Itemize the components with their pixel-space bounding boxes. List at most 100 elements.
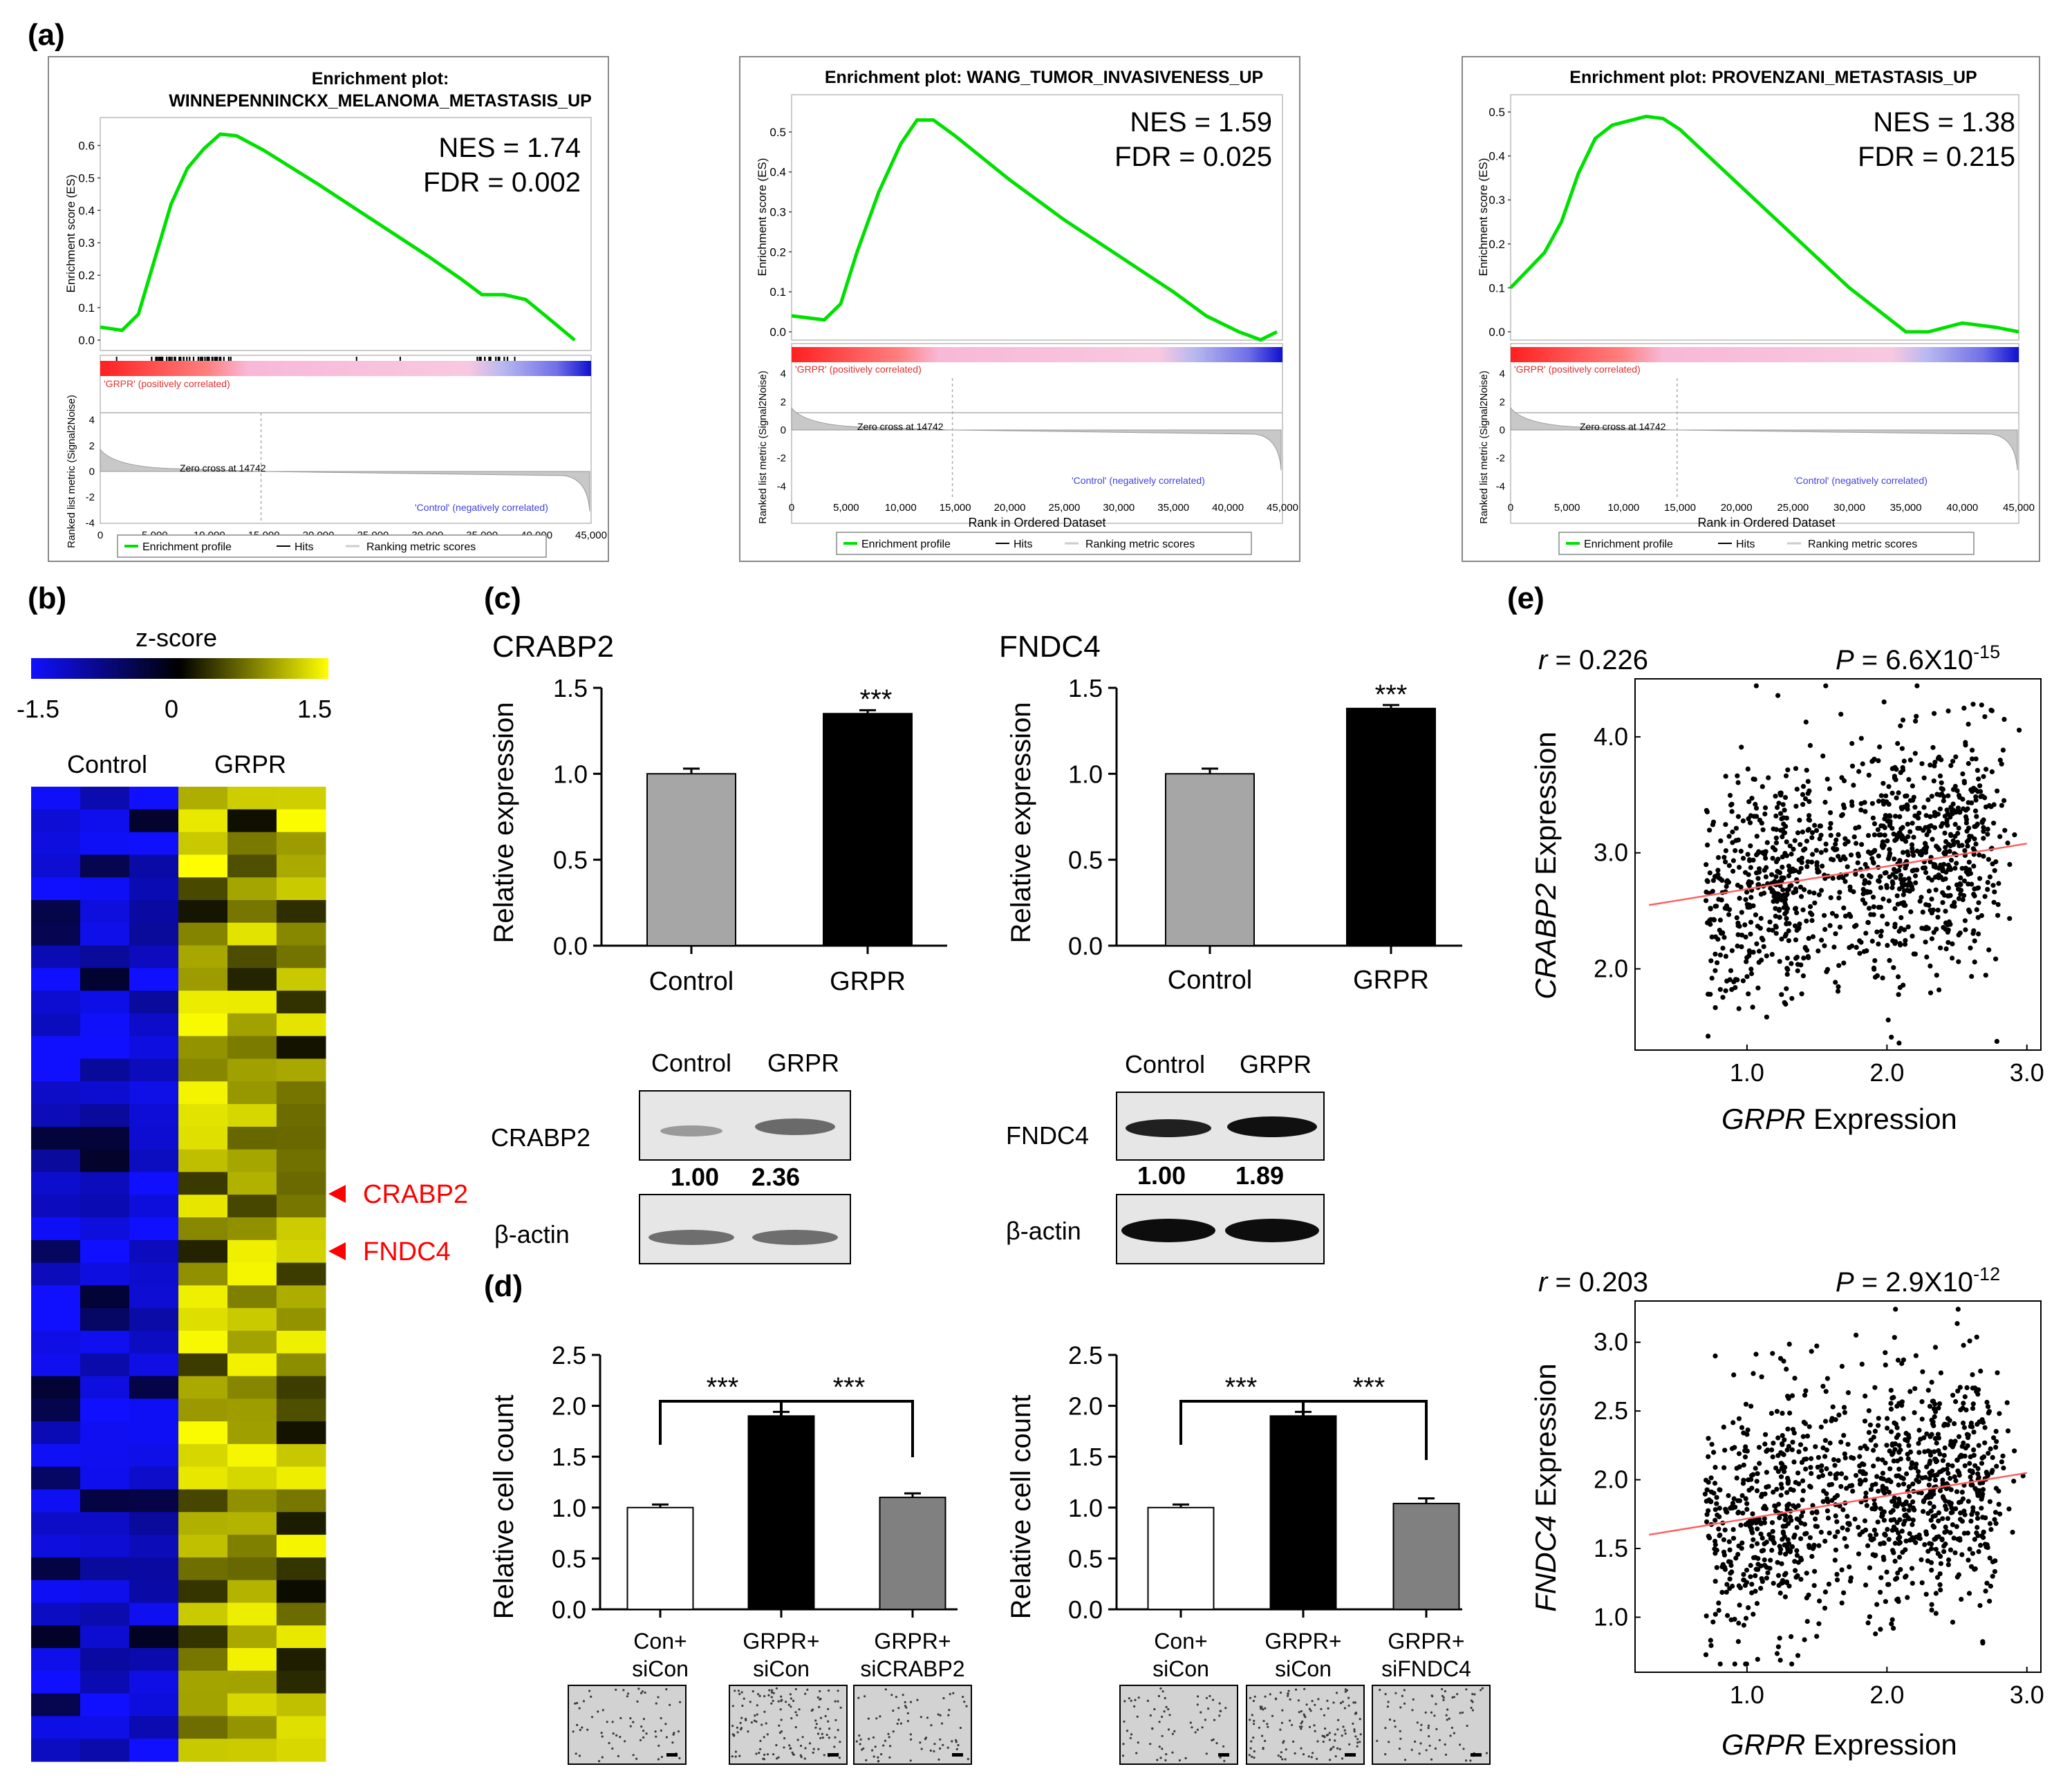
cell-dot bbox=[1446, 1719, 1448, 1721]
cell-dot bbox=[1444, 1690, 1446, 1693]
scatter-point bbox=[1869, 938, 1875, 944]
scatter-point bbox=[1798, 884, 1803, 890]
metric-tick-label: -2 bbox=[1496, 453, 1505, 465]
cell-dot bbox=[622, 1689, 625, 1692]
scatter-point bbox=[1782, 1517, 1788, 1523]
scatter-point bbox=[1769, 952, 1775, 957]
scatter-point bbox=[1749, 1590, 1755, 1595]
scatter-point bbox=[1849, 803, 1855, 808]
scatter-point bbox=[1977, 1480, 1983, 1486]
x-gene: GRPR bbox=[1721, 1103, 1805, 1135]
y-tick-label: 1.5 bbox=[553, 674, 588, 702]
scatter-point bbox=[1902, 1518, 1907, 1524]
scatter-point bbox=[1935, 812, 1941, 817]
scatter-point bbox=[1997, 758, 2003, 763]
scatter-point bbox=[1894, 1434, 1899, 1440]
heatmap-cell bbox=[178, 1126, 228, 1150]
scatter-point bbox=[1806, 935, 1811, 941]
cell-dot bbox=[904, 1705, 907, 1707]
scatter-point bbox=[1734, 1475, 1739, 1481]
scatter-point bbox=[1896, 1499, 1902, 1505]
scatter-point bbox=[1955, 805, 1961, 811]
scatter-point bbox=[1969, 756, 1975, 762]
scatter-point bbox=[1938, 945, 1943, 951]
cell-dot bbox=[804, 1747, 807, 1750]
legend-box bbox=[1558, 532, 1975, 555]
scatter-point bbox=[1820, 1499, 1826, 1504]
scatter-point bbox=[1912, 1410, 1917, 1416]
cell-dot bbox=[892, 1710, 895, 1712]
scatter-point bbox=[1975, 1511, 1980, 1517]
scatter-point bbox=[1953, 1398, 1959, 1405]
cell-dot bbox=[642, 1736, 645, 1739]
cell-dot bbox=[1224, 1707, 1227, 1710]
scatter-point bbox=[1892, 774, 1897, 779]
scatter-point bbox=[1932, 760, 1938, 765]
scatter-point bbox=[1859, 1361, 1865, 1367]
scatter-point bbox=[1763, 874, 1768, 879]
scatter-point bbox=[1839, 1363, 1845, 1369]
scatter-point bbox=[1888, 1401, 1894, 1406]
cell-dot bbox=[1485, 1752, 1488, 1754]
heatmap-cell bbox=[31, 1693, 81, 1716]
heatmap-cell bbox=[80, 1217, 130, 1241]
cell-dot bbox=[740, 1728, 743, 1731]
cell-dot bbox=[1121, 1754, 1125, 1757]
scatter-point bbox=[1863, 930, 1869, 936]
heatmap-cell bbox=[227, 1172, 277, 1195]
cell-dot bbox=[588, 1690, 591, 1692]
legend-metric: Ranking metric scores bbox=[1085, 539, 1195, 550]
scatter-point bbox=[1794, 1548, 1800, 1553]
y-tick-label: 0.5 bbox=[1068, 846, 1103, 874]
cell-dot bbox=[654, 1730, 657, 1733]
scatter-point bbox=[1889, 790, 1895, 796]
x-tick-label: 15,000 bbox=[1664, 502, 1696, 514]
chart-title: FNDC4 bbox=[999, 630, 1101, 664]
scatter-point bbox=[1906, 1484, 1912, 1490]
scatter-point bbox=[1928, 1434, 1933, 1439]
scatter-point bbox=[1945, 823, 1950, 828]
scatter-point bbox=[1883, 1486, 1889, 1491]
cell-dot bbox=[626, 1692, 630, 1695]
es-axis: 0.50.40.30.20.10.0 bbox=[1488, 106, 1511, 339]
scatter-point bbox=[1912, 1386, 1918, 1392]
cell-dot bbox=[837, 1690, 839, 1692]
x-tick-label: 30,000 bbox=[1833, 502, 1865, 514]
cell-dot bbox=[1481, 1687, 1484, 1690]
heatmap-cell bbox=[31, 1331, 81, 1354]
cell-dot bbox=[612, 1732, 615, 1735]
scatter-point bbox=[1728, 1562, 1734, 1568]
r-value: = 0.203 bbox=[1547, 1267, 1648, 1298]
scatter-point bbox=[1774, 1651, 1780, 1656]
scatter-point bbox=[1824, 1376, 1830, 1381]
scatter-point bbox=[1837, 924, 1843, 930]
heatmap-cell bbox=[80, 1670, 130, 1694]
scatter-point bbox=[1755, 1471, 1760, 1477]
y-axis-ticks: 0.00.51.01.5 bbox=[553, 674, 601, 960]
heatmap-cell bbox=[129, 1172, 179, 1195]
x-tick-label: Con+ bbox=[633, 1629, 687, 1654]
scatter-point bbox=[1854, 944, 1859, 950]
scatter-point bbox=[1945, 708, 1951, 714]
scatter-point bbox=[1704, 898, 1709, 904]
scatter-point bbox=[1871, 904, 1876, 910]
scatter-point bbox=[1937, 773, 1943, 779]
cell-dot bbox=[637, 1687, 640, 1690]
bar bbox=[1147, 1506, 1215, 1611]
scatter-point bbox=[1730, 1505, 1735, 1510]
scatter-point bbox=[1746, 872, 1751, 877]
scatter-point bbox=[1892, 1499, 1897, 1504]
scatter-point bbox=[1972, 1566, 1978, 1571]
y-gene: FNDC4 bbox=[1529, 1515, 1562, 1612]
scatter-point bbox=[1768, 1410, 1774, 1416]
scatter-point bbox=[1814, 1343, 1820, 1349]
scatter-point bbox=[1840, 875, 1846, 881]
scatter-point bbox=[1854, 923, 1859, 928]
cell-dot bbox=[1279, 1691, 1282, 1694]
cell-dot bbox=[947, 1714, 950, 1716]
cell-dot bbox=[1218, 1702, 1221, 1705]
cell-dot bbox=[1388, 1718, 1392, 1721]
scale-tick-high: 1.5 bbox=[297, 695, 332, 723]
scatter-point bbox=[2017, 727, 2022, 733]
cell-dot bbox=[1212, 1738, 1215, 1741]
